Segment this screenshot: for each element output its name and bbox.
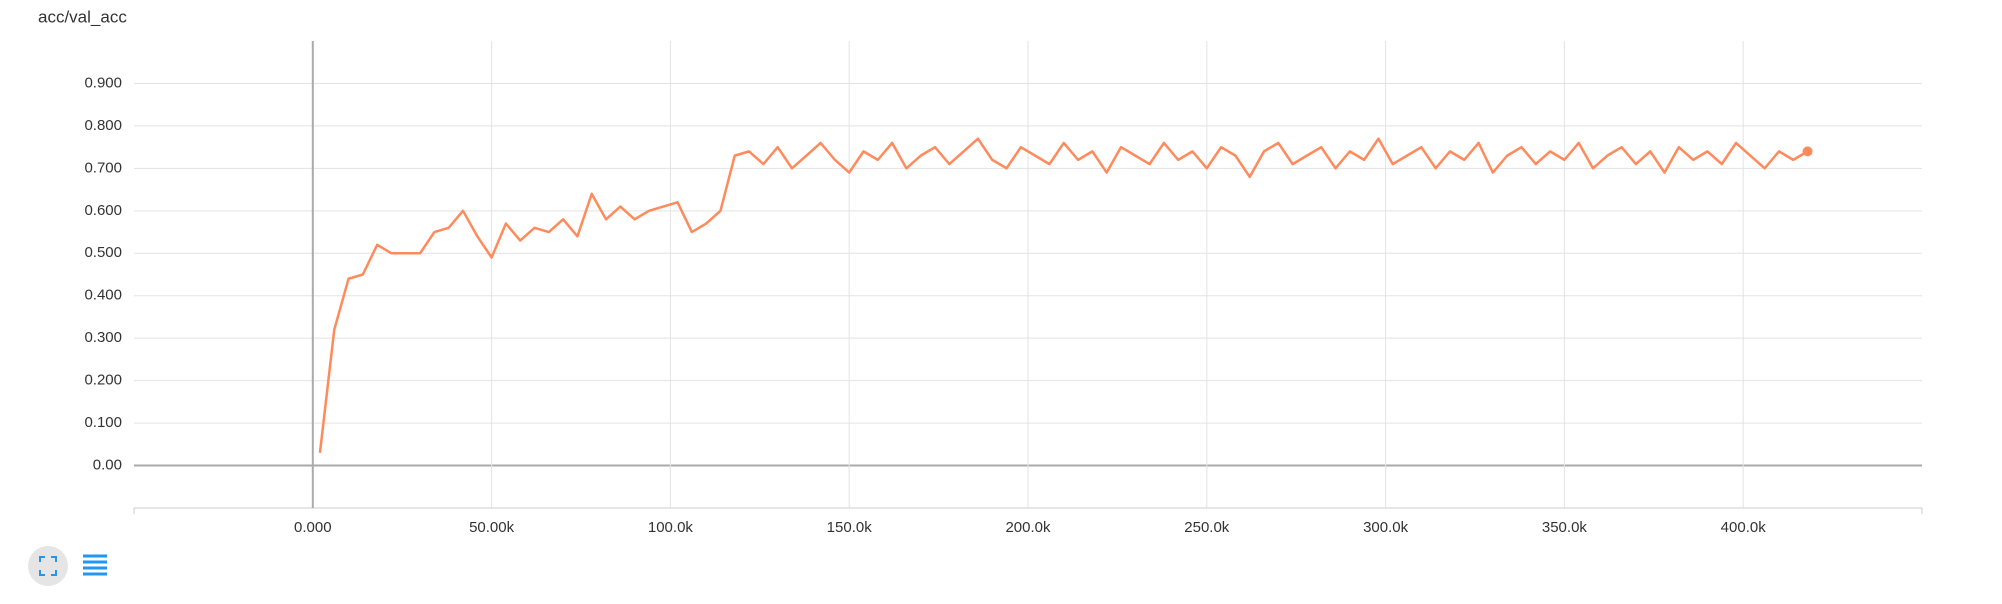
x-tick-label: 400.0k xyxy=(1721,519,1767,536)
x-tick-label: 300.0k xyxy=(1363,519,1409,536)
y-tick-label: 0.600 xyxy=(84,202,122,219)
x-tick-label: 250.0k xyxy=(1184,519,1230,536)
last-point xyxy=(1802,146,1813,157)
y-tick-label: 0.700 xyxy=(84,159,122,176)
y-tick-label: 0.300 xyxy=(84,329,122,346)
x-tick-label: 50.00k xyxy=(469,519,515,536)
y-tick-label: 0.500 xyxy=(84,244,122,261)
y-tick-label: 0.900 xyxy=(84,74,122,91)
x-tick-label: 150.0k xyxy=(827,519,873,536)
y-tick-label: 0.800 xyxy=(84,117,122,134)
data-table-button[interactable] xyxy=(83,554,107,576)
series-line xyxy=(318,137,1809,453)
y-tick-label: 0.100 xyxy=(84,414,122,431)
y-tick-label: 0.00 xyxy=(93,457,122,474)
fit-button[interactable] xyxy=(28,546,68,586)
x-tick-label: 200.0k xyxy=(1005,519,1051,536)
x-tick-label: 350.0k xyxy=(1542,519,1588,536)
y-tick-label: 0.400 xyxy=(84,287,122,304)
x-tick-label: 0.000 xyxy=(294,519,332,536)
y-tick-label: 0.200 xyxy=(84,372,122,389)
x-tick-label: 100.0k xyxy=(648,519,694,536)
chart-title: acc/val_acc xyxy=(38,7,127,26)
